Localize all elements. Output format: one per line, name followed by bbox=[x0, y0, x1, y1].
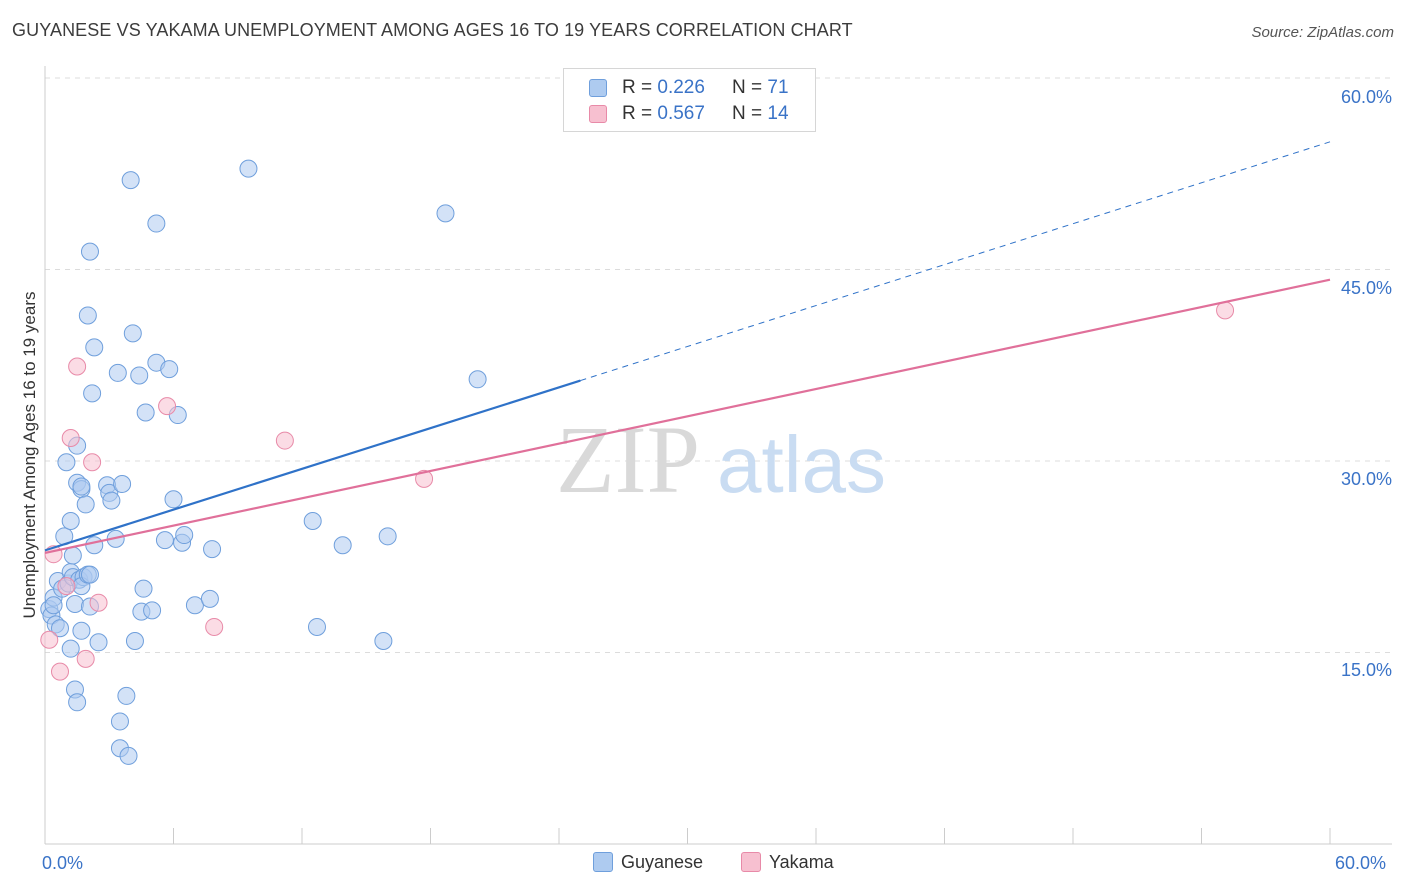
guyanese-trend-line-extension bbox=[580, 141, 1331, 382]
guyanese-point bbox=[203, 540, 222, 559]
legend-n-value: 71 bbox=[767, 77, 789, 98]
guyanese-point bbox=[164, 490, 183, 509]
bottom-legend-yakama: Yakama bbox=[741, 852, 834, 873]
guyanese-point bbox=[378, 527, 397, 546]
yakama-swatch bbox=[741, 852, 761, 872]
guyanese-point bbox=[160, 360, 179, 379]
guyanese-point bbox=[303, 512, 322, 531]
x-tick-label-max: 60.0% bbox=[1335, 853, 1387, 873]
source-label: Source: ZipAtlas.com bbox=[1251, 24, 1394, 41]
yakama-point bbox=[275, 431, 294, 450]
legend-r-label: R = bbox=[622, 77, 653, 98]
guyanese-point bbox=[143, 601, 162, 620]
guyanese-point bbox=[468, 370, 487, 389]
guyanese-point bbox=[155, 531, 174, 550]
guyanese-swatch bbox=[589, 79, 607, 97]
guyanese-point bbox=[175, 526, 194, 545]
guyanese-point bbox=[117, 686, 136, 705]
guyanese-point bbox=[85, 536, 104, 555]
watermark-atlas: atlas bbox=[717, 420, 886, 509]
guyanese-point bbox=[121, 171, 140, 190]
guyanese-point bbox=[110, 712, 129, 731]
yakama-point bbox=[61, 429, 80, 448]
yakama-point bbox=[415, 469, 434, 488]
guyanese-point bbox=[130, 366, 149, 385]
guyanese-point bbox=[76, 495, 95, 514]
guyanese-point bbox=[200, 589, 219, 608]
guyanese-point bbox=[65, 594, 84, 613]
yakama-point bbox=[40, 630, 59, 649]
guyanese-point bbox=[185, 596, 204, 615]
x-tick-label-min: 0.0% bbox=[42, 853, 84, 873]
trend-lines bbox=[44, 141, 1331, 554]
guyanese-point bbox=[44, 596, 63, 615]
guyanese-point bbox=[147, 214, 166, 233]
guyanese-point bbox=[57, 453, 76, 472]
guyanese-point bbox=[80, 565, 99, 584]
y-tick-label: 60.0% bbox=[1340, 87, 1392, 107]
guyanese-point bbox=[333, 536, 352, 555]
guyanese-swatch bbox=[593, 852, 613, 872]
guyanese-point bbox=[50, 619, 69, 638]
legend-r-value: 0.226 bbox=[657, 77, 705, 98]
legend-r-value: 0.567 bbox=[657, 103, 705, 124]
guyanese-point bbox=[307, 617, 326, 636]
guyanese-point bbox=[61, 512, 80, 531]
guyanese-point bbox=[61, 639, 80, 658]
series-name: Yakama bbox=[769, 852, 834, 872]
axes bbox=[44, 66, 1392, 845]
yakama-swatch bbox=[589, 105, 607, 123]
guyanese-point bbox=[72, 477, 91, 496]
legend-n-value: 14 bbox=[767, 103, 789, 124]
guyanese-point bbox=[113, 474, 132, 493]
watermark-zip: ZIP bbox=[556, 406, 700, 513]
guyanese-point bbox=[374, 632, 393, 651]
watermark: ZIP atlas bbox=[556, 406, 886, 513]
guyanese-point bbox=[80, 242, 99, 261]
series-name: Guyanese bbox=[621, 852, 704, 872]
guyanese-points bbox=[40, 159, 487, 765]
guyanese-point bbox=[72, 621, 91, 640]
guyanese-point bbox=[89, 633, 108, 652]
yakama-point bbox=[83, 453, 102, 472]
guyanese-point bbox=[78, 306, 97, 325]
chart-title: GUYANESE VS YAKAMA UNEMPLOYMENT AMONG AG… bbox=[12, 20, 853, 40]
yakama-point bbox=[50, 662, 69, 681]
yakama-trend-line bbox=[44, 278, 1331, 554]
legend-r-label: R = bbox=[622, 103, 653, 124]
guyanese-point bbox=[102, 491, 121, 510]
guyanese-point bbox=[134, 579, 153, 598]
yakama-point bbox=[205, 617, 224, 636]
y-tick-label: 30.0% bbox=[1340, 469, 1392, 489]
y-tick-label: 45.0% bbox=[1340, 278, 1392, 298]
guyanese-point bbox=[436, 204, 455, 223]
guyanese-trend-line bbox=[44, 379, 581, 552]
guyanese-point bbox=[85, 338, 104, 357]
yakama-point bbox=[68, 357, 87, 376]
yakama-point bbox=[158, 397, 177, 416]
guyanese-point bbox=[63, 546, 82, 565]
y-tick-label: 15.0% bbox=[1340, 660, 1392, 680]
legend-n-label: N = bbox=[732, 77, 763, 98]
yakama-points bbox=[40, 301, 1235, 681]
guyanese-point bbox=[119, 746, 138, 765]
bottom-legend-guyanese: Guyanese bbox=[593, 852, 703, 873]
guyanese-point bbox=[123, 324, 142, 343]
guyanese-point bbox=[68, 693, 87, 712]
guyanese-point bbox=[136, 403, 155, 422]
legend-n-label: N = bbox=[732, 103, 763, 124]
yakama-point bbox=[57, 577, 76, 596]
yakama-point bbox=[76, 649, 95, 668]
yakama-point bbox=[89, 593, 108, 612]
guyanese-point bbox=[125, 632, 144, 651]
guyanese-point bbox=[239, 159, 258, 178]
guyanese-point bbox=[108, 363, 127, 382]
guyanese-point bbox=[83, 384, 102, 403]
legend: R = 0.226 N = 71 R = 0.567 N = 14 bbox=[563, 68, 816, 132]
